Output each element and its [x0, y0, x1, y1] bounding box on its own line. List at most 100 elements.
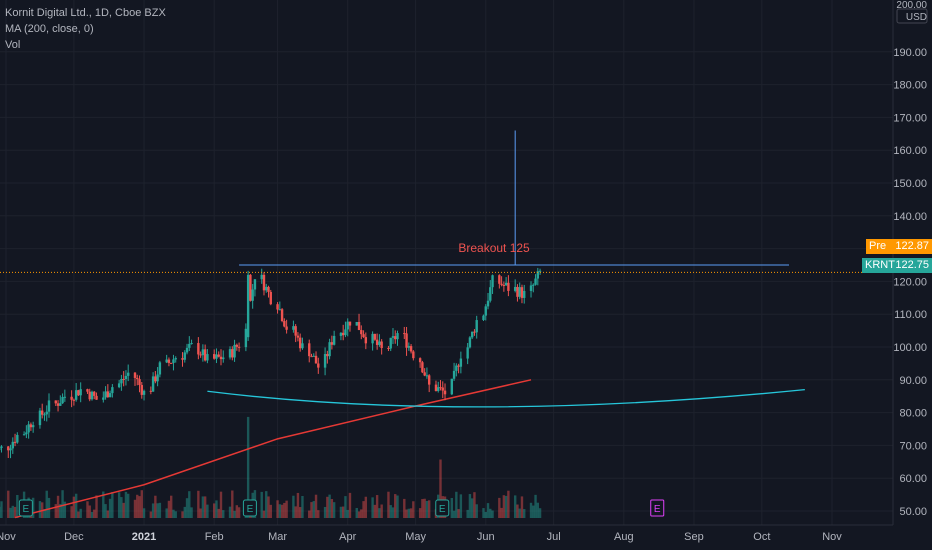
volume-bar [262, 510, 266, 518]
last-price-tag: KRNT 122.75 [862, 258, 932, 273]
price-tick-label: 60.00 [899, 473, 927, 485]
volume-bar [127, 493, 130, 518]
candle-body [27, 424, 30, 433]
volume-bar [188, 491, 191, 518]
symbol-title[interactable]: Kornit Digital Ltd., 1D, Cboe BZX [5, 7, 166, 19]
candle-body [90, 391, 94, 400]
candle-body [142, 390, 146, 395]
candle-body [457, 365, 460, 367]
volume-bar [7, 490, 10, 518]
volume-bar [222, 510, 225, 518]
candle-body [246, 274, 250, 338]
candle-body [117, 383, 121, 388]
candle-body [11, 441, 14, 449]
candle-body [244, 328, 248, 348]
candle-body [516, 286, 519, 297]
candle-body [251, 289, 254, 301]
earnings-letter: E [439, 504, 446, 515]
candle-body [330, 342, 334, 345]
volume-bar [452, 510, 456, 518]
candle-body [536, 271, 540, 279]
candle-body [326, 354, 329, 357]
earnings-letter: E [23, 504, 30, 515]
candle-body [181, 358, 184, 360]
price-axis: 190.00180.00170.00160.00150.00140.00130.… [892, 0, 932, 550]
earnings-marker: E [18, 499, 33, 517]
volume-bar [133, 499, 137, 518]
volume-bar [59, 504, 62, 518]
volume-bar [504, 495, 508, 518]
candle-body [25, 432, 28, 435]
volume-bar [301, 495, 304, 518]
currency-label: USD [906, 12, 927, 23]
earnings-marker: E [435, 499, 450, 517]
volume-bar [90, 511, 94, 518]
candle-body [339, 332, 343, 336]
price-tick-label: 150.00 [893, 178, 927, 190]
volume-bar [108, 498, 112, 518]
candle-body [482, 315, 485, 321]
volume-bar [276, 500, 279, 518]
volume-bar [373, 504, 377, 518]
future-earnings-box [650, 499, 665, 517]
ma-legend[interactable]: MA (200, close, 0) [5, 23, 94, 35]
candle-body [231, 349, 234, 358]
volume-bar [427, 500, 431, 518]
volume-bar [106, 510, 110, 518]
candle-body [61, 397, 64, 404]
volume-bar [190, 507, 193, 518]
candle-body [283, 321, 286, 327]
candle-body [355, 322, 358, 326]
candle-body [407, 346, 411, 348]
volume-bar [11, 505, 14, 518]
volume-bar [215, 500, 218, 518]
candle-body [434, 384, 438, 391]
volume-bar [387, 491, 390, 518]
candle-body [491, 275, 494, 288]
volume-bar [418, 508, 422, 518]
volume-bar [330, 499, 334, 518]
pre-value: 122.87 [895, 240, 929, 252]
ma-200-line [14, 379, 532, 519]
candle-body [185, 347, 189, 353]
candle-body [54, 400, 57, 404]
candle-body [0, 446, 3, 448]
volume-bar [278, 504, 282, 518]
candle-body [484, 306, 487, 316]
candle-body [507, 282, 510, 291]
candle-body [237, 346, 241, 348]
candle-body [95, 395, 98, 400]
volume-bar [260, 491, 263, 518]
candlestick-series [0, 267, 542, 459]
candle-body [206, 354, 209, 361]
price-tick-label: 100.00 [893, 342, 927, 354]
volume-bar [482, 508, 485, 518]
volume-bar [425, 500, 429, 518]
volume-bar [124, 491, 128, 518]
candle-body [197, 343, 200, 355]
volume-bar [199, 508, 202, 518]
time-tick-label: Jul [547, 531, 561, 543]
candle-body [296, 335, 300, 338]
volume-bar [149, 511, 153, 518]
time-tick-label: Sep [684, 531, 704, 543]
candle-body [278, 309, 282, 311]
volume-bar [459, 494, 463, 518]
time-tick-label: Feb [205, 531, 224, 543]
candle-body [74, 390, 78, 400]
candle-body [532, 284, 535, 286]
future-earnings-letter: E [654, 504, 661, 515]
candle-body [346, 321, 349, 330]
volume-bar [292, 495, 295, 518]
candle-body [486, 300, 490, 307]
volume-bar [9, 507, 12, 518]
volume-bar [328, 494, 331, 518]
volume-bar [158, 502, 162, 518]
volume-bar [102, 491, 105, 518]
vol-legend[interactable]: Vol [5, 39, 21, 51]
volume-bar [181, 511, 184, 518]
pre-price-tag: Pre 122.87 [866, 239, 932, 254]
volume-bar [423, 498, 426, 518]
